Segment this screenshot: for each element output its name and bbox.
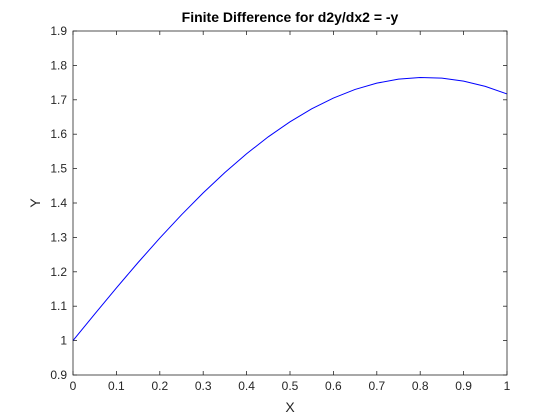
x-tick-label: 0	[70, 379, 77, 393]
x-tick-label: 0.5	[282, 379, 299, 393]
x-tick-label: 0.1	[108, 379, 125, 393]
y-tick-label: 1.7	[50, 93, 67, 107]
y-tick-label: 1.9	[50, 24, 67, 38]
chart-title: Finite Difference for d2y/dx2 = -y	[182, 9, 399, 25]
x-tick-label: 0.6	[325, 379, 342, 393]
x-tick-label: 0.4	[238, 379, 255, 393]
y-tick-label: 1.1	[50, 299, 67, 313]
y-tick-label: 1.8	[50, 58, 67, 72]
y-tick-label: 1.4	[50, 196, 67, 210]
x-axis-label: X	[285, 399, 295, 415]
x-tick-label: 0.8	[412, 379, 429, 393]
axes-box	[72, 30, 508, 376]
y-tick-label: 1.2	[50, 265, 67, 279]
y-axis-ticks: 0.9 1 1.1 1.2 1.3 1.4 1.5 1.6 1.7 1.8 1.9	[50, 24, 507, 382]
plot-area	[73, 31, 507, 375]
x-tick-label: 1	[504, 379, 511, 393]
x-tick-label: 0.7	[368, 379, 385, 393]
y-axis-label: Y	[27, 198, 43, 208]
x-tick-label: 0.9	[455, 379, 472, 393]
y-tick-label: 1.3	[50, 230, 67, 244]
y-tick-label: 1.6	[50, 127, 67, 141]
x-tick-label: 0.3	[195, 379, 212, 393]
y-tick-label: 1.5	[50, 162, 67, 176]
series-line	[72, 76, 508, 341]
x-tick-label: 0.2	[151, 379, 168, 393]
y-tick-label: 0.9	[50, 368, 67, 382]
y-tick-label: 1	[60, 334, 67, 348]
